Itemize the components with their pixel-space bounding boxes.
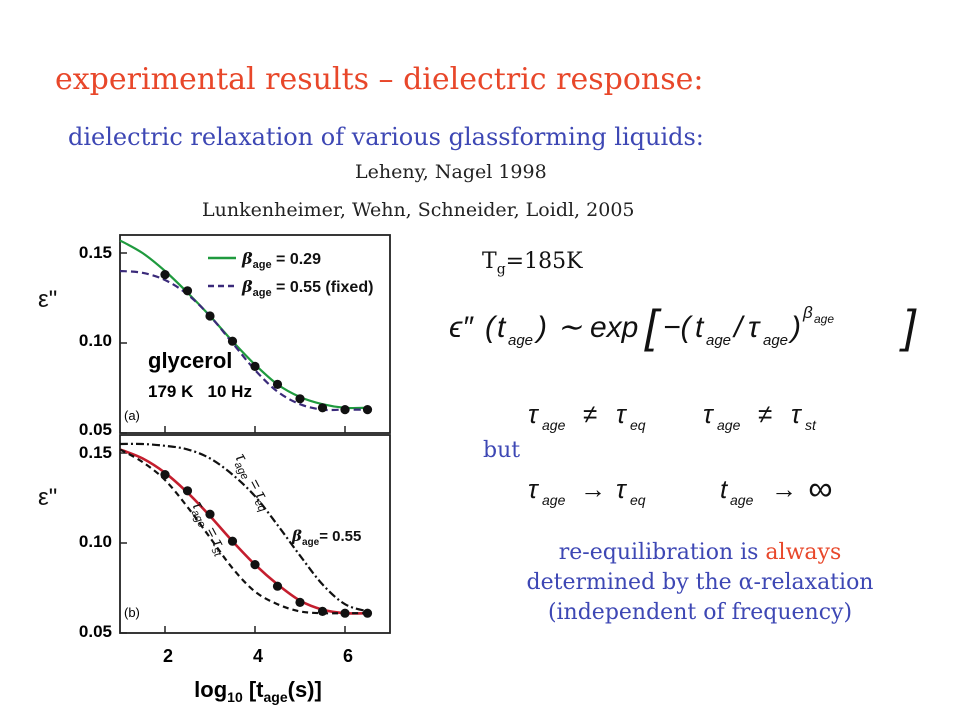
svg-text:): ) [534,311,547,344]
panel-0-data-point [250,361,260,371]
aging-equation: ϵ″ ( t age ) ∼ exp [ −( t age / τ age ) … [449,300,917,352]
conclusion-part-b: determined by the α-relaxation (independ… [526,570,874,625]
panel-b-ytick-2: 0.05 [79,622,112,641]
panel-1-data-point [182,486,193,496]
svg-text:): ) [788,311,801,344]
panel-b-tag: (b) [124,605,140,620]
panel-b-ytick-1: 0.10 [79,532,112,551]
panel-a-conditions-label: 179 K 10 Hz [148,382,252,401]
svg-text:τ: τ [791,399,803,429]
but-label: but [483,438,521,463]
panel-a-ytick-2: 0.05 [79,420,112,439]
panel-0-data-point [160,270,170,280]
panel-b-xtick-0: 2 [163,646,173,666]
panel-1-data-point [317,606,328,616]
svg-text:β: β [802,303,813,322]
svg-text:eq: eq [630,492,646,508]
svg-text:τ: τ [703,399,715,429]
panel-0-data-point [317,403,328,413]
panel-1-data-point [362,608,373,618]
svg-text:τ: τ [528,474,540,504]
svg-text:t: t [720,474,729,504]
tg-subscript: g [496,261,506,278]
panel-0-data-point [362,405,373,415]
svg-text:age: age [717,417,741,433]
tg-prefix: T [482,249,497,274]
panel-a-ylabel: ε" [38,286,57,313]
panel-a-ytick-1: 0.10 [79,331,112,350]
svg-text:τ: τ [616,399,628,429]
svg-text:age: age [542,492,566,508]
svg-text:∼: ∼ [557,311,582,344]
panel-b-xtick-2: 6 [343,646,353,666]
svg-text:st: st [805,417,817,433]
glass-transition-temperature: Tg=185K [482,249,583,277]
panel-0-data-point [227,336,238,346]
panel-1-data-point [160,470,170,480]
panel-1-data-point [295,597,305,607]
svg-text:τ: τ [748,311,761,344]
svg-text:t: t [497,311,507,344]
svg-text:t: t [695,311,705,344]
svg-text:age: age [508,332,533,349]
panel-1-data-point [205,509,215,519]
tau-st-label: τage = τst [186,499,231,560]
slide-subtitle: dielectric relaxation of various glassfo… [68,123,704,151]
panel-a-ytick-0: 0.15 [79,243,112,262]
svg-text:∞: ∞ [808,470,832,508]
svg-text:age: age [706,332,731,349]
svg-text:τ: τ [528,399,540,429]
panel-b-beta-label: βage= 0.55 [291,527,361,548]
svg-text:→: → [580,474,606,504]
reference-leheny-nagel: Leheny, Nagel 1998 [355,161,547,183]
legend-green-label: βage = 0.29 [241,249,321,271]
aging-figure: ε" ε" 0.15 0.10 0.05 0.15 0.10 0.05 2 4 … [38,234,391,705]
panel-1-series-1-line [119,442,368,613]
svg-text:age: age [763,332,788,349]
slide-title: experimental results – dielectric respon… [55,62,704,97]
svg-text:≠: ≠ [758,399,772,429]
conclusion-part-a: re-equilibration is [558,540,766,565]
svg-text:[: [ [644,300,662,352]
svg-text:τ: τ [616,474,628,504]
x-axis-label: log10 [tage(s)] [194,677,322,705]
legend-purple-label: βage = 0.55 (fixed) [241,277,373,299]
svg-text:age: age [542,417,566,433]
svg-text:→: → [771,474,797,504]
panel-b-xtick-1: 4 [253,646,263,666]
svg-text:(: ( [485,311,498,344]
svg-text:/: / [732,311,745,344]
conclusion-highlight: always [765,540,842,565]
panel-1-data-point [227,536,238,546]
panel-b-ylabel: ε" [38,484,57,511]
conclusion-text: re-equilibration is always determined by … [470,538,930,628]
panel-0-data-point [272,379,283,389]
limit-equation: τ age → τ eq t age → ∞ [528,470,832,508]
panel-0-data-point [340,405,350,415]
panel-0-data-point [295,394,305,404]
panel-0-data-point [205,311,215,321]
svg-text:age: age [814,312,834,326]
svg-text:eq: eq [630,417,646,433]
panel-1-data-point [340,608,350,618]
panel-0-data-point [182,286,193,296]
panel-b-ytick-0: 0.15 [79,443,112,462]
svg-text:]: ] [899,300,917,352]
panel-1-data-point [272,581,283,591]
panel-a-sample-label: glycerol [148,348,232,373]
tg-value: =185K [505,249,583,274]
svg-text:ϵ″: ϵ″ [449,311,474,344]
svg-text:≠: ≠ [583,399,597,429]
svg-text:age: age [730,492,754,508]
reference-lunkenheimer: Lunkenheimer, Wehn, Schneider, Loidl, 20… [202,199,635,221]
svg-text:−(: −( [663,311,694,344]
svg-text:exp: exp [590,311,638,344]
panel-a-tag: (a) [124,408,140,423]
panel-1-data-point [250,560,260,570]
tau-eq-label: τage = τeq [229,451,276,515]
inequality-equation: τ age ≠ τ eq τ age ≠ τ st [528,399,817,433]
